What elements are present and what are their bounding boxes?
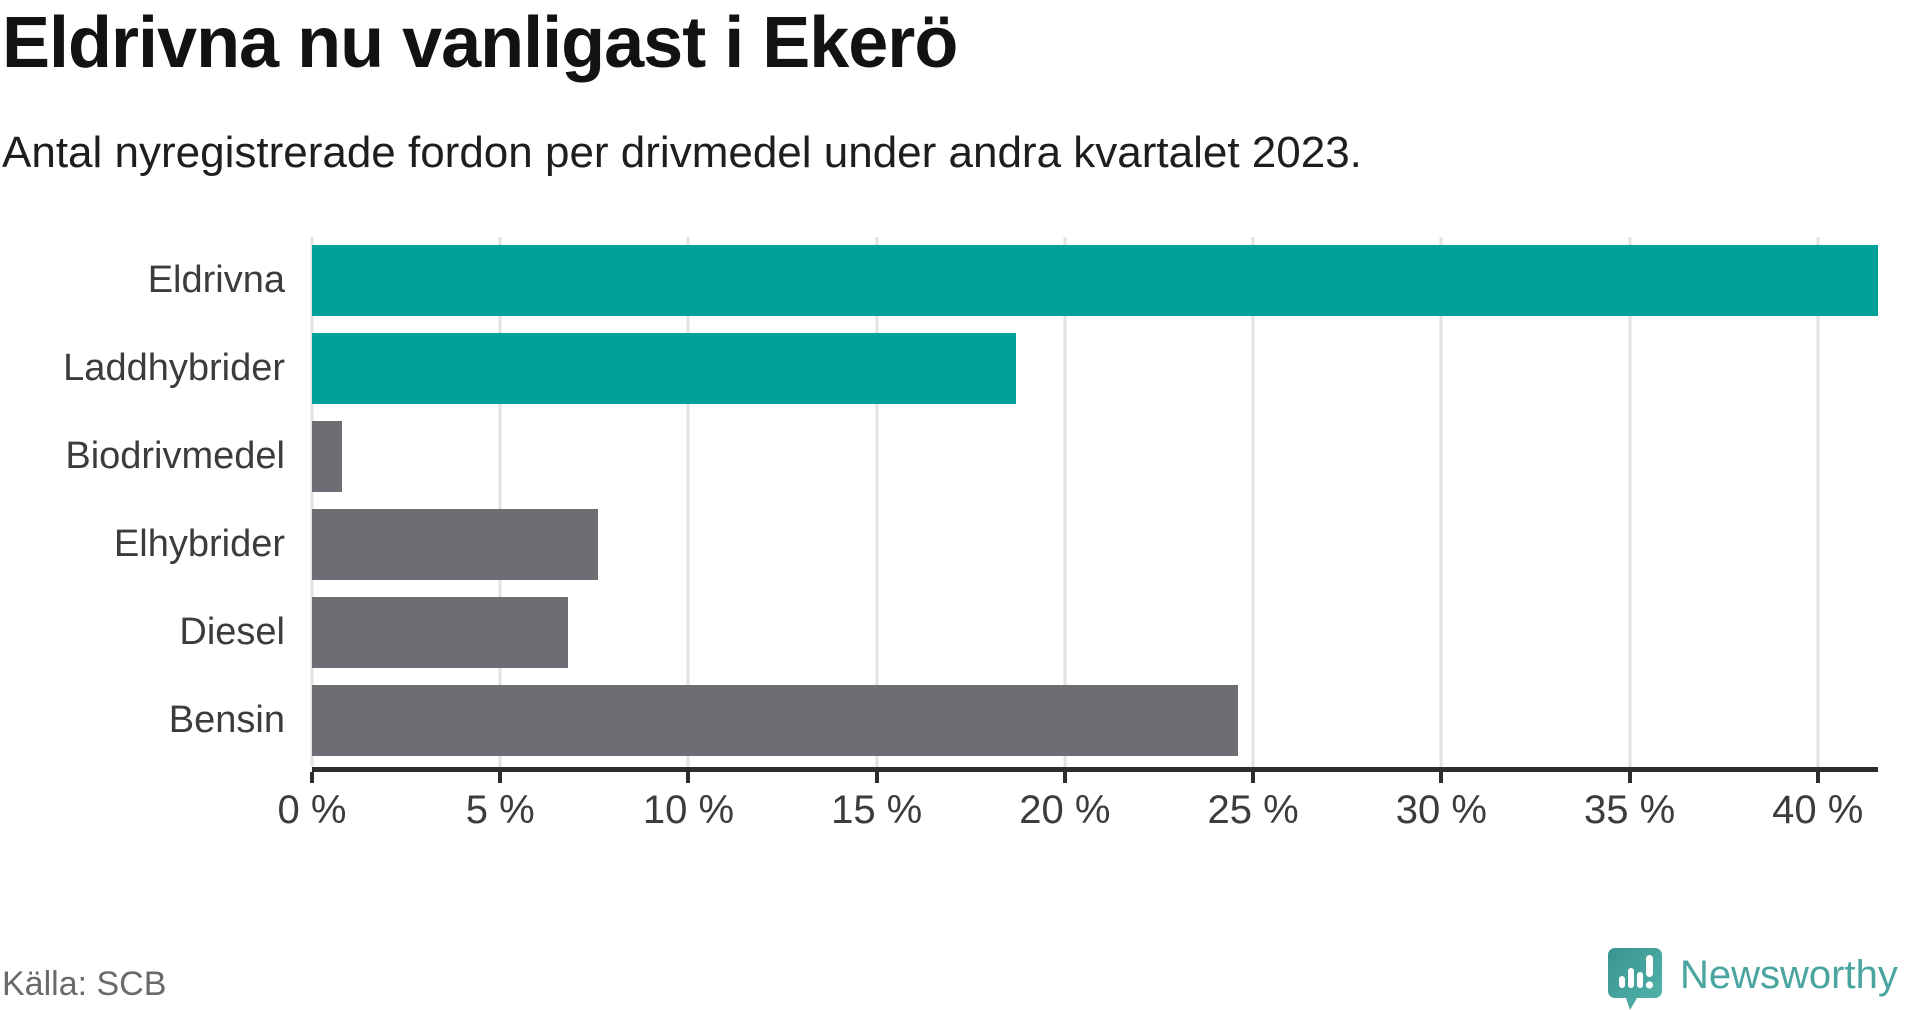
x-axis-tick-label: 35 % (1583, 788, 1676, 832)
x-axis-tick (1439, 772, 1444, 783)
bar-eldrivna (312, 245, 1878, 316)
x-axis-tick-label: 0 % (277, 788, 347, 832)
bar-diesel (312, 597, 568, 668)
x-axis-tick-label: 10 % (642, 788, 735, 832)
bar-chart-plot-area: 0 % 5 % 10 % 15 % 20 % 25 % 30 % 35 % 40 % (278, 237, 1878, 832)
newsworthy-logo: Newsworthy (1608, 948, 1918, 1010)
chart-subtitle: Antal nyregistrerade fordon per drivmede… (2, 128, 1362, 177)
gridline (1063, 237, 1067, 767)
category-label: Biodrivmedel (65, 435, 285, 477)
source-note: Källa: SCB (2, 965, 167, 1003)
x-axis-tick (1251, 772, 1256, 783)
x-axis-tick-label: 40 % (1772, 788, 1864, 832)
x-axis-tick (874, 772, 879, 783)
category-label: Bensin (168, 699, 285, 741)
category-axis: Eldrivna Laddhybrider Biodrivmedel Elhybrid… (0, 237, 285, 767)
gridline (686, 237, 690, 767)
gridline (1816, 237, 1820, 767)
gridline (310, 237, 314, 767)
x-axis-tick-label: 25 % (1207, 788, 1299, 832)
bar-bensin (312, 685, 1239, 756)
x-axis-tick (686, 772, 691, 783)
category-label: Elhybrider (113, 523, 285, 565)
x-axis-tick (310, 772, 314, 783)
bar-biodrivmedel (312, 421, 343, 492)
x-axis-tick (1062, 772, 1067, 783)
newsworthy-speech-bubble-chart-icon (1608, 948, 1662, 1010)
category-label: Laddhybrider (63, 347, 285, 389)
gridline (875, 237, 879, 767)
x-axis-tick-label: 20 % (1019, 788, 1111, 832)
gridline (498, 237, 502, 767)
bar-laddhybrider (312, 333, 1016, 404)
x-axis-tick (498, 772, 503, 783)
x-axis-tick (1815, 772, 1820, 783)
brand-name: Newsworthy (1680, 953, 1898, 997)
x-axis-tick-label: 30 % (1395, 788, 1487, 832)
x-axis-line (312, 767, 1878, 772)
category-label: Diesel (179, 611, 285, 653)
gridline (1251, 237, 1255, 767)
page-title: Eldrivna nu vanligast i Ekerö (2, 3, 958, 83)
bar-elhybrider (312, 509, 599, 580)
category-label: Eldrivna (147, 259, 285, 301)
x-axis-tick-label: 15 % (831, 788, 923, 832)
gridline (1628, 237, 1632, 767)
gridline (1439, 237, 1443, 767)
x-axis-tick (1627, 772, 1632, 783)
x-axis-tick-label: 5 % (465, 788, 535, 832)
